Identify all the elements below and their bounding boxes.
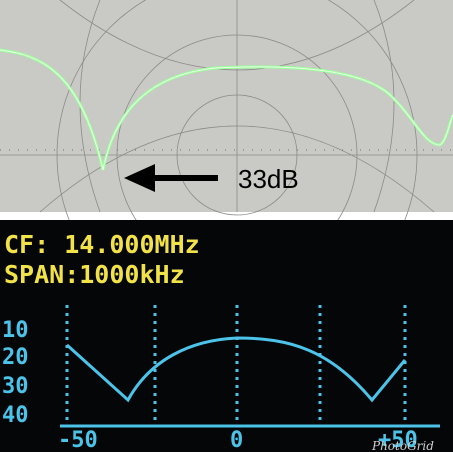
x-label: +50 [378,428,418,452]
trace [65,336,407,403]
y-label: 20 [2,345,29,370]
display-line: CF: 14.000MHz [4,230,200,259]
annotation: 33dB [238,164,299,194]
top-photo: 33dB [0,0,453,336]
x-label: -50 [58,428,98,452]
watermark: PhotoGrid [371,439,434,452]
arrow [124,164,218,192]
y-label: 40 [2,403,29,428]
display-photo: CF: 14.000MHz SPAN:1000kHz 10 20 30 40 -… [0,220,453,452]
x-label: 0 [230,428,243,452]
y-label: 10 [2,318,29,343]
display-line: SPAN:1000kHz [4,260,185,289]
y-label: 30 [2,374,29,399]
